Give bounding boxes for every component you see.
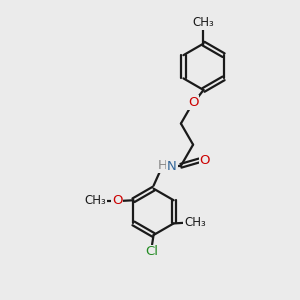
Text: H: H	[158, 159, 167, 172]
Text: CH₃: CH₃	[193, 16, 214, 29]
Text: CH₃: CH₃	[84, 194, 106, 207]
Text: Cl: Cl	[146, 245, 159, 259]
Text: CH₃: CH₃	[184, 216, 206, 229]
Text: O: O	[112, 194, 122, 207]
Text: N: N	[167, 160, 177, 173]
Text: O: O	[200, 154, 210, 167]
Text: O: O	[188, 96, 198, 109]
